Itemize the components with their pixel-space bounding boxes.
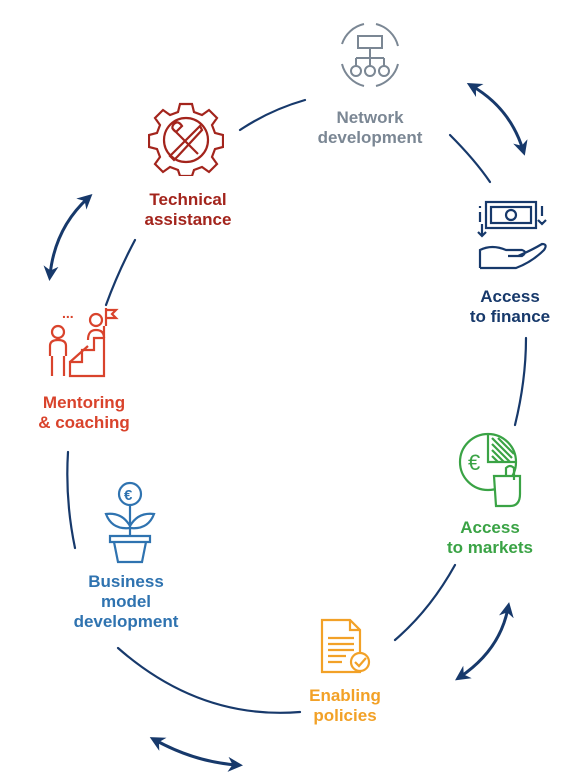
svg-text:€: € [124, 487, 133, 504]
policy-document-icon [320, 618, 371, 674]
label-enabling-policies: Enabling policies [309, 686, 381, 725]
double-arrow-mentoring-technical [43, 193, 93, 281]
euro-plant-icon: € [104, 481, 156, 564]
svg-text:€: € [468, 450, 480, 475]
connector-finance-markets [513, 336, 528, 427]
mentoring-icon: ... [48, 306, 119, 378]
svg-text:...: ... [62, 306, 74, 321]
label-mentoring-coaching: Mentoring & coaching [38, 393, 130, 432]
connector-policies-business [116, 646, 302, 714]
money-hand-icon [477, 200, 547, 270]
market-chart-icon: € [458, 432, 522, 508]
connector-markets-policies [393, 563, 457, 642]
double-arrow-network-finance [466, 82, 528, 156]
connector-business-mentoring [66, 450, 77, 550]
label-access-to-markets: Access to markets [447, 518, 533, 557]
connector-technical-network [238, 98, 307, 132]
double-arrow-policies-business [149, 737, 243, 772]
label-access-to-finance: Access to finance [469, 287, 551, 326]
connector-network-finance [448, 133, 492, 184]
label-network-development: Network development [317, 108, 423, 147]
network-icon [341, 23, 399, 87]
gear-tools-icon [148, 102, 224, 176]
label-technical-assistance: Technical assistance [144, 190, 232, 229]
double-arrow-markets-policies [455, 602, 514, 681]
connector-mentoring-technical [104, 238, 137, 307]
label-business-model-development: Business model development [73, 572, 179, 631]
